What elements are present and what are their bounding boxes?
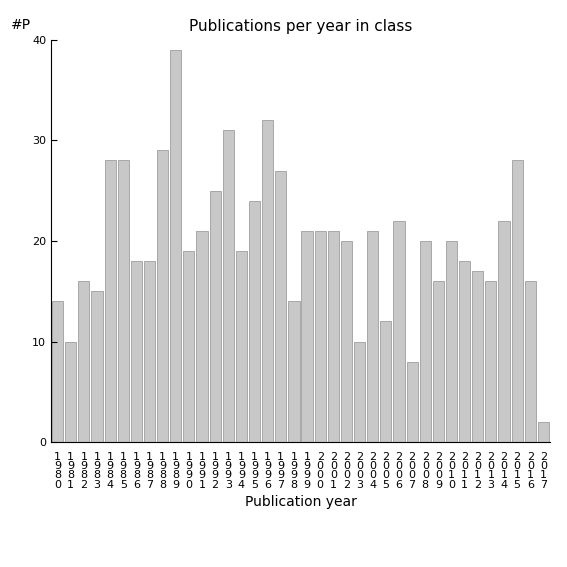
Bar [393,221,405,442]
Bar [223,130,234,442]
Bar [170,50,181,442]
Bar [157,150,168,442]
Bar [354,341,365,442]
Bar [315,231,326,442]
Bar [407,362,418,442]
Bar [131,261,142,442]
Bar [52,302,63,442]
Text: #P: #P [11,18,31,32]
Bar [236,251,247,442]
Bar [380,321,391,442]
Bar [144,261,155,442]
Bar [459,261,470,442]
Bar [210,191,221,442]
Bar [498,221,510,442]
Title: Publications per year in class: Publications per year in class [189,19,412,35]
Bar [289,302,299,442]
Bar [196,231,208,442]
Bar [328,231,339,442]
Bar [262,120,273,442]
Bar [538,422,549,442]
X-axis label: Publication year: Publication year [244,495,357,509]
Bar [302,231,312,442]
Bar [78,281,90,442]
Bar [91,291,103,442]
Bar [524,281,536,442]
Bar [420,241,431,442]
Bar [341,241,352,442]
Bar [485,281,497,442]
Bar [367,231,378,442]
Bar [275,171,286,442]
Bar [446,241,457,442]
Bar [104,160,116,442]
Bar [511,160,523,442]
Bar [433,281,444,442]
Bar [118,160,129,442]
Bar [249,201,260,442]
Bar [472,271,483,442]
Bar [65,341,77,442]
Bar [183,251,194,442]
